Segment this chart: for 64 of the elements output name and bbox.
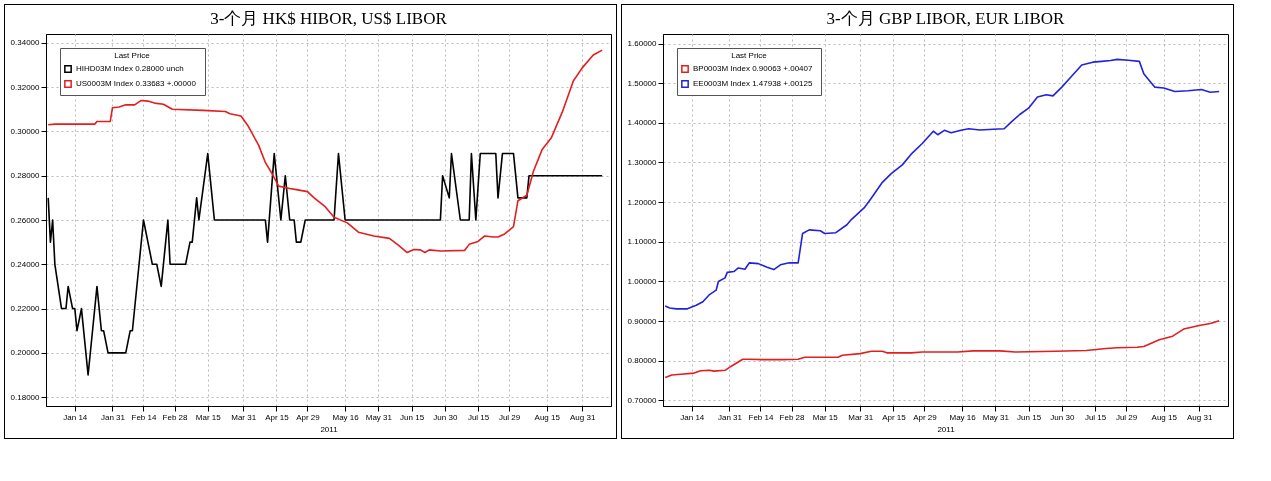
legend-label: HIHD03M Index 0.28000 unch <box>76 64 184 73</box>
x-tick-label: Apr 29 <box>913 412 938 422</box>
legend-label: US0003M Index 0.33683 +.00000 <box>76 79 197 88</box>
line-series <box>664 58 1220 310</box>
legend-title: Last Price <box>731 51 768 60</box>
x-tick-label: Jan 31 <box>100 412 126 422</box>
x-tick-label: Jul 15 <box>1084 412 1107 422</box>
x-tick-label: Jan 14 <box>680 412 705 422</box>
y-tick-label: 1.00000 <box>627 276 658 286</box>
y-tick-label: 0.24000 <box>10 259 41 269</box>
line-series <box>47 49 603 254</box>
x-tick-label: Jan 14 <box>63 412 88 422</box>
x-tick-label: Apr 15 <box>265 412 290 422</box>
y-tick-label: 0.70000 <box>627 395 658 405</box>
x-tick-label: Jul 29 <box>1115 412 1138 422</box>
y-tick-label: 1.40000 <box>627 118 658 128</box>
y-tick-label: 0.32000 <box>10 82 41 92</box>
x-tick-label: Jun 30 <box>433 412 458 422</box>
y-tick-label: 0.30000 <box>10 126 41 136</box>
x-tick-label: Aug 31 <box>570 412 596 422</box>
y-tick-label: 0.18000 <box>10 392 41 402</box>
chart-title: 3-个月 GBP LIBOR, EUR LIBOR <box>826 9 1066 28</box>
x-tick-label: Jul 15 <box>467 412 490 422</box>
x-tick-label: Aug 15 <box>534 412 561 422</box>
x-tick-label: Mar 15 <box>195 412 222 422</box>
x-tick-label: Jan 31 <box>717 412 743 422</box>
y-tick-label: 1.60000 <box>627 39 658 49</box>
x-tick-label: Aug 31 <box>1187 412 1213 422</box>
y-tick-label: 0.26000 <box>10 215 41 225</box>
x-tick-label: Jun 30 <box>1050 412 1075 422</box>
x-tick-label: May 31 <box>365 412 393 422</box>
x-tick-label: Jul 29 <box>498 412 521 422</box>
x-tick-label: May 16 <box>332 412 360 422</box>
y-tick-label: 1.20000 <box>627 197 658 207</box>
x-tick-label: Jun 15 <box>1017 412 1042 422</box>
x-tick-label: May 31 <box>982 412 1010 422</box>
x-tick-label: Feb 28 <box>162 412 189 422</box>
legend-title: Last Price <box>114 51 151 60</box>
x-axis-title: 2011 <box>937 424 956 434</box>
y-tick-label: 0.80000 <box>627 356 658 366</box>
x-tick-label: May 16 <box>949 412 977 422</box>
x-tick-label: Feb 14 <box>131 412 157 422</box>
x-tick-label: Apr 15 <box>882 412 907 422</box>
y-tick-label: 0.20000 <box>10 348 41 358</box>
y-tick-label: 1.10000 <box>627 237 658 247</box>
x-tick-label: Feb 14 <box>748 412 774 422</box>
x-tick-label: Mar 15 <box>812 412 839 422</box>
y-tick-label: 1.30000 <box>627 157 658 167</box>
legend-label: EE0003M Index 1.47938 +.00125 <box>693 79 813 88</box>
y-tick-label: 0.22000 <box>10 304 41 314</box>
x-tick-label: Mar 31 <box>231 412 257 422</box>
y-tick-label: 0.28000 <box>10 171 41 181</box>
x-tick-label: Aug 15 <box>1151 412 1178 422</box>
x-tick-label: Apr 29 <box>296 412 321 422</box>
y-tick-label: 0.90000 <box>627 316 658 326</box>
y-tick-label: 1.50000 <box>627 78 658 88</box>
x-axis-title: 2011 <box>320 424 339 434</box>
x-tick-label: Mar 31 <box>848 412 874 422</box>
x-tick-label: Jun 15 <box>400 412 425 422</box>
legend-label: BP0003M Index 0.90063 +.00407 <box>693 64 813 73</box>
line-series <box>664 319 1220 379</box>
y-tick-label: 0.34000 <box>10 38 41 48</box>
chart-title: 3-个月 HK$ HIBOR, US$ LIBOR <box>210 9 448 28</box>
x-tick-label: Feb 28 <box>779 412 806 422</box>
